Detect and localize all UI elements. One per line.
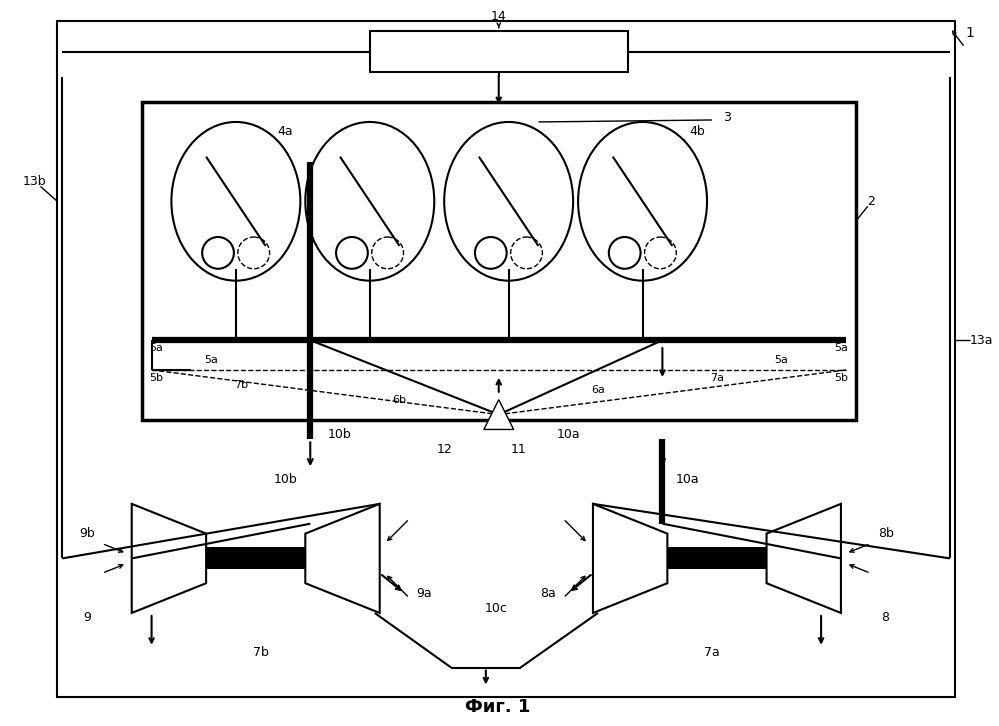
Text: 14: 14 — [491, 10, 506, 23]
Text: 7a: 7a — [704, 646, 720, 659]
Ellipse shape — [578, 122, 707, 281]
Text: 8: 8 — [881, 611, 889, 624]
Text: 13a: 13a — [970, 334, 993, 347]
Text: 4a: 4a — [278, 126, 294, 139]
Text: 6a: 6a — [591, 385, 604, 395]
Bar — [142, 102, 856, 420]
Text: 10b: 10b — [274, 473, 298, 486]
Circle shape — [372, 237, 404, 269]
Text: 5a: 5a — [150, 343, 164, 353]
Text: 5b: 5b — [834, 373, 848, 383]
Text: 10a: 10a — [556, 428, 580, 441]
Text: 12: 12 — [437, 443, 453, 456]
Circle shape — [608, 237, 640, 269]
Text: 7b: 7b — [253, 646, 269, 659]
Circle shape — [475, 237, 506, 269]
Circle shape — [202, 237, 234, 269]
Text: 11: 11 — [510, 443, 526, 456]
Ellipse shape — [172, 122, 301, 281]
Text: 8a: 8a — [540, 587, 556, 600]
Text: Фиг. 1: Фиг. 1 — [466, 698, 530, 716]
Circle shape — [644, 237, 676, 269]
Text: 1: 1 — [965, 25, 974, 40]
Text: 6b: 6b — [393, 395, 407, 404]
Bar — [667, 547, 766, 569]
Bar — [206, 547, 306, 569]
Text: 9a: 9a — [417, 587, 433, 600]
Text: 5a: 5a — [774, 355, 788, 365]
Text: 10a: 10a — [675, 473, 699, 486]
Text: 5b: 5b — [150, 373, 164, 383]
Text: 10c: 10c — [485, 602, 507, 614]
Polygon shape — [484, 400, 513, 430]
Text: 7b: 7b — [234, 380, 248, 390]
Text: 4b: 4b — [689, 126, 705, 139]
Text: 3: 3 — [723, 110, 731, 123]
Text: 5a: 5a — [204, 355, 218, 365]
Ellipse shape — [445, 122, 573, 281]
Text: 9: 9 — [83, 611, 91, 624]
Text: 8b: 8b — [878, 527, 893, 540]
Circle shape — [238, 237, 270, 269]
Circle shape — [510, 237, 542, 269]
Text: 9b: 9b — [79, 527, 95, 540]
Text: 7a: 7a — [710, 373, 724, 383]
Bar — [370, 30, 627, 73]
Circle shape — [336, 237, 368, 269]
Text: 10b: 10b — [328, 428, 352, 441]
Ellipse shape — [306, 122, 435, 281]
Text: 2: 2 — [867, 195, 875, 208]
Text: 13b: 13b — [23, 175, 46, 188]
Text: 5a: 5a — [834, 343, 848, 353]
